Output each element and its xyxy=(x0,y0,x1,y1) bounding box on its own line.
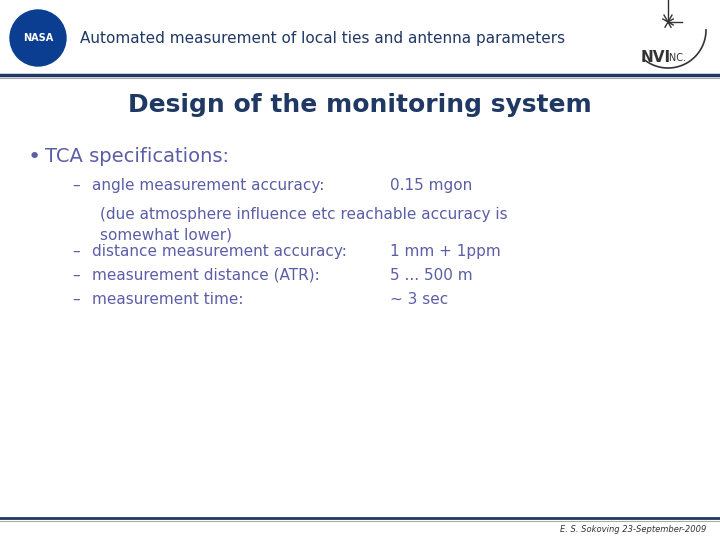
Text: –: – xyxy=(72,244,80,259)
Text: NASA: NASA xyxy=(23,33,53,43)
Text: 0.15 mgon: 0.15 mgon xyxy=(390,178,472,193)
Text: –: – xyxy=(72,178,80,193)
Text: distance measurement accuracy:: distance measurement accuracy: xyxy=(92,244,347,259)
Text: NVI: NVI xyxy=(641,51,671,65)
Text: measurement time:: measurement time: xyxy=(92,292,243,307)
Text: E. S. Sokoving 23-September-2009: E. S. Sokoving 23-September-2009 xyxy=(559,524,706,534)
Text: INC.: INC. xyxy=(666,53,686,63)
Text: 1 mm + 1ppm: 1 mm + 1ppm xyxy=(390,244,500,259)
Text: 5 ... 500 m: 5 ... 500 m xyxy=(390,268,472,283)
Text: TCA specifications:: TCA specifications: xyxy=(45,147,229,166)
Text: angle measurement accuracy:: angle measurement accuracy: xyxy=(92,178,325,193)
Bar xyxy=(0,0,720,75)
Circle shape xyxy=(10,10,66,66)
Text: –: – xyxy=(72,292,80,307)
Text: Design of the monitoring system: Design of the monitoring system xyxy=(128,93,592,117)
Text: –: – xyxy=(72,268,80,283)
Text: measurement distance (ATR):: measurement distance (ATR): xyxy=(92,268,320,283)
Text: (due atmosphere influence etc reachable accuracy is
somewhat lower): (due atmosphere influence etc reachable … xyxy=(100,207,508,243)
Text: ~ 3 sec: ~ 3 sec xyxy=(390,292,449,307)
Text: •: • xyxy=(28,147,41,167)
Text: Automated measurement of local ties and antenna parameters: Automated measurement of local ties and … xyxy=(80,30,565,45)
